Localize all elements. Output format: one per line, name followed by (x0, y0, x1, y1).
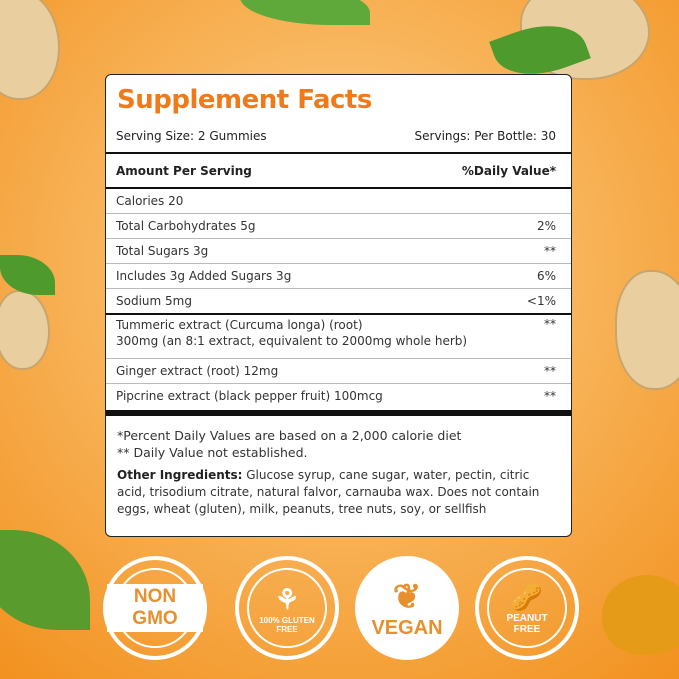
footnotes: *Percent Daily Values are based on a 2,0… (117, 427, 561, 461)
footnote: ** Daily Value not established. (117, 445, 308, 460)
turmeric-powder-bowl-image (602, 575, 679, 655)
row-dv: 2% (536, 218, 556, 233)
row-label-line: 300mg (an 8:1 extract, equivalent to 200… (116, 334, 468, 348)
table-row: Tummeric extract (Curcuma longa) (root) 3… (106, 317, 571, 357)
gluten-free-badge: ⚘ 100% GLUTEN FREE (235, 556, 339, 660)
table-row: Ginger extract (root) 12mg ** (106, 358, 571, 383)
ginger-root-image (0, 290, 50, 370)
badge-content: 🥜 PEANUT FREE (492, 582, 562, 635)
dv-header: %Daily Value* (461, 164, 556, 178)
row-label-line: Tummeric extract (Curcuma longa) (root) (116, 318, 363, 332)
peanut-icon: 🥜 (510, 581, 544, 612)
serving-size: Serving Size: 2 Gummies (116, 129, 267, 143)
row-label: Tummeric extract (Curcuma longa) (root) 3… (116, 317, 467, 349)
serving-info: Serving Size: 2 Gummies Servings: Per Bo… (106, 125, 571, 147)
row-label: Total Carbohydrates 5g (116, 218, 256, 233)
servings-per-bottle: Servings: Per Bottle: 30 (414, 129, 556, 143)
row-dv: ** (544, 389, 556, 403)
table-row: Pipcrine extract (black pepper fruit) 10… (106, 383, 571, 409)
row-label: Pipcrine extract (black pepper fruit) 10… (116, 389, 383, 403)
amount-header: Amount Per Serving (116, 164, 252, 178)
row-dv: ** (544, 317, 556, 331)
other-ingredients-label: Other Ingredients: (117, 468, 243, 482)
leaf-image (0, 255, 55, 295)
row-label: Calories 20 (116, 193, 184, 208)
ginger-root-image (615, 270, 679, 390)
panel-title: Supplement Facts (117, 85, 372, 115)
wheat-icon: ⚘ (274, 583, 300, 615)
row-dv: ** (544, 243, 556, 258)
row-dv: ** (544, 363, 556, 378)
supplement-facts-panel: Supplement Facts Serving Size: 2 Gummies… (105, 74, 572, 537)
badge-label: PEANUT FREE (506, 612, 548, 635)
badge-label: ⚘ 100% GLUTEN FREE (252, 583, 322, 634)
table-row: Calories 20 (106, 188, 571, 213)
vegan-badge: ❦ VEGAN (355, 556, 459, 660)
table-row: Includes 3g Added Sugars 3g 6% (106, 263, 571, 288)
herb-image (240, 0, 370, 25)
other-ingredients-text: Glucose syrup, cane sugar, water, pectin… (117, 468, 540, 516)
row-dv: <1% (526, 293, 556, 308)
row-label: Sodium 5mg (116, 293, 192, 308)
non-gmo-badge: NON GMO (103, 556, 207, 660)
table-row: Total Sugars 3g ** (106, 238, 571, 263)
leaf-icon: ❦ (392, 577, 422, 616)
badge-label: VEGAN (371, 616, 443, 639)
peanut-free-badge: 🥜 PEANUT FREE (475, 556, 579, 660)
herb-image (0, 530, 90, 630)
row-label: Includes 3g Added Sugars 3g (116, 268, 292, 283)
row-label: Total Sugars 3g (116, 243, 209, 258)
badge-text: 100% GLUTEN FREE (259, 615, 315, 634)
table-row: Total Carbohydrates 5g 2% (106, 213, 571, 238)
table-header: Amount Per Serving %Daily Value* (106, 155, 571, 187)
row-dv: 6% (536, 268, 556, 283)
other-ingredients: Other Ingredients: Glucose syrup, cane s… (117, 467, 561, 518)
badge-content: ❦ VEGAN (371, 577, 442, 640)
table-row: Sodium 5mg <1% (106, 288, 571, 313)
footnote: *Percent Daily Values are based on a 2,0… (117, 428, 462, 443)
row-label: Ginger extract (root) 12mg (116, 363, 279, 378)
ginger-root-image (0, 0, 60, 100)
badge-label: NON GMO (107, 584, 203, 632)
